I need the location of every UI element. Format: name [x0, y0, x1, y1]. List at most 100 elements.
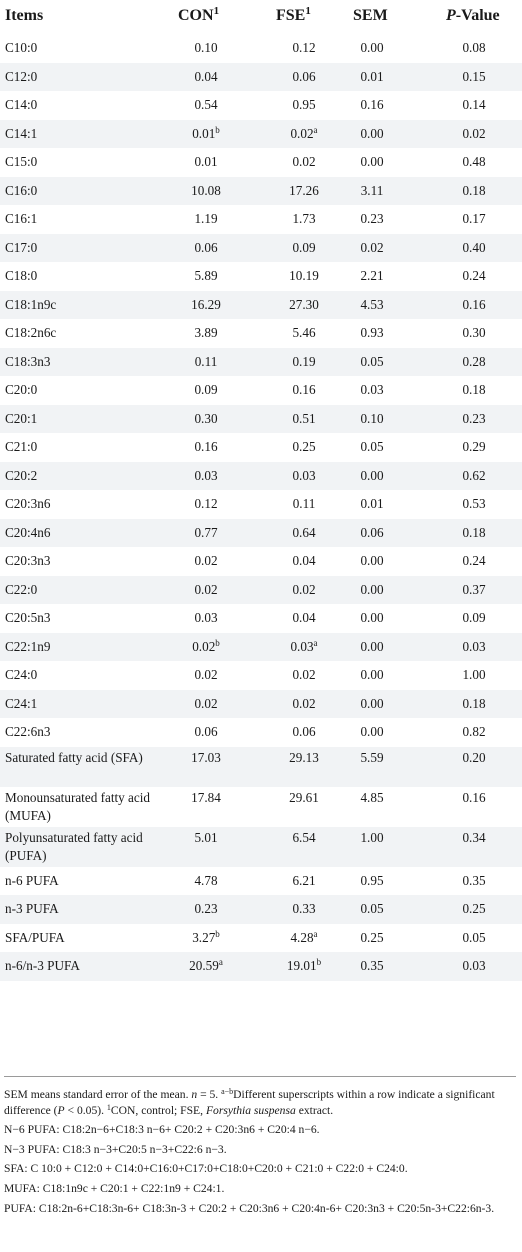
row-fse-value: 0.02a [276, 120, 332, 149]
fn1-sup1: a−b [221, 1087, 234, 1096]
row-sem-value: 0.05 [360, 353, 384, 369]
table-row: Monounsaturated fatty acid (MUFA) 17.84 29… [0, 786, 522, 829]
table-row: C12:0 0.04 0.06 0.01 0.15 [0, 62, 522, 91]
fse-value-text: 0.02 [292, 154, 316, 169]
row-con-value: 10.08 [178, 177, 234, 206]
row-item-name: Polyunsaturated fatty acid (PUFA) [5, 829, 143, 863]
fse-value-superscript: b [316, 957, 322, 967]
row-sem-value: 1.00 [360, 829, 384, 845]
row-fse-value: 1.73 [276, 205, 332, 234]
con-value-text: 0.02 [194, 695, 218, 711]
table-row: C22:0 0.02 0.02 0.00 0.37 [0, 575, 522, 604]
row-fse-value: 0.09 [276, 234, 332, 263]
row-sem-value: 0.93 [360, 325, 384, 340]
fse-header-label: FSE [276, 7, 306, 24]
row-pvalue: 0.23 [462, 410, 486, 426]
row-con-value: 0.01 [178, 148, 234, 177]
footnote-main: SEM means standard error of the mean. n … [4, 1087, 516, 1118]
row-fse-value: 0.33 [276, 895, 332, 924]
row-item-name: n-6 PUFA [5, 872, 59, 888]
fn1-species: Forsythia suspensa [205, 1103, 296, 1117]
row-sem-value: 0.00 [360, 667, 384, 682]
row-sem-value: 3.11 [360, 182, 384, 198]
fse-value-text: 0.02 [292, 667, 316, 682]
table-row: n-6 PUFA 4.78 6.21 0.95 0.35 [0, 866, 522, 895]
con-value-text: 0.54 [194, 97, 218, 112]
table-row: C20:1 0.30 0.51 0.10 0.23 [0, 404, 522, 434]
row-con-value: 0.54 [178, 91, 234, 120]
fse-header-sup: 1 [305, 5, 311, 17]
row-pvalue: 0.37 [462, 581, 486, 597]
con-value-text: 0.16 [194, 439, 218, 454]
row-sem-value: 0.00 [360, 154, 384, 169]
row-pvalue: 0.48 [462, 154, 486, 169]
row-pvalue: 1.00 [462, 667, 486, 682]
fse-value-text: 0.11 [292, 496, 316, 511]
con-value-text: 0.03 [194, 610, 218, 625]
row-sem-value: 0.00 [360, 724, 384, 739]
row-sem-value: 0.00 [360, 553, 384, 568]
row-fse-value: 6.54 [276, 827, 332, 869]
row-con-value: 0.77 [178, 519, 234, 548]
row-sem-value: 0.00 [360, 581, 384, 597]
row-pvalue: 0.16 [462, 789, 486, 805]
row-item-name: C18:1n9c [5, 296, 57, 312]
row-fse-value: 0.02 [276, 690, 332, 719]
fse-value-text: 0.33 [292, 901, 316, 916]
con-header-label: CON [178, 7, 214, 24]
table-row: Polyunsaturated fatty acid (PUFA) 5.01 6.5… [0, 826, 522, 869]
row-sem-value: 0.01 [360, 496, 384, 511]
table-row: C18:2n6c 3.89 5.46 0.93 0.30 [0, 319, 522, 348]
row-item-name: C24:0 [5, 667, 38, 682]
table-row: C20:2 0.03 0.03 0.00 0.62 [0, 461, 522, 490]
row-sem-value: 0.95 [360, 872, 384, 888]
table-row: C18:1n9c 16.29 27.30 4.53 0.16 [0, 290, 522, 320]
row-pvalue: 0.29 [462, 439, 486, 454]
row-fse-value: 17.26 [276, 177, 332, 206]
fn1-b: = 5. [197, 1088, 222, 1101]
table-header: Items CON1 FSE1 SEM P-Value [0, 0, 522, 35]
row-pvalue: 0.14 [462, 97, 486, 112]
row-sem-value: 0.03 [360, 382, 384, 397]
row-fse-value: 29.13 [276, 747, 332, 789]
row-con-value: 0.02 [178, 547, 234, 576]
row-pvalue: 0.28 [462, 353, 486, 369]
row-fse-value: 29.61 [276, 787, 332, 829]
table-row: C14:1 0.01b 0.02a 0.00 0.02 [0, 119, 522, 149]
row-fse-value: 0.51 [276, 405, 332, 434]
fn1-sup2: 1 [106, 1102, 111, 1112]
fse-value-text: 10.19 [289, 268, 319, 283]
row-sem-value: 0.00 [360, 125, 384, 141]
con-value-text: 5.89 [194, 268, 218, 283]
con-value-text: 0.06 [194, 239, 218, 255]
fse-value-text: 0.19 [292, 353, 316, 369]
row-con-value: 16.29 [178, 291, 234, 320]
row-fse-value: 0.16 [276, 376, 332, 405]
row-sem-value: 0.02 [360, 239, 384, 255]
con-value-text: 0.02 [194, 581, 218, 597]
con-value-text: 20.59 [189, 958, 219, 973]
row-con-value: 20.59a [178, 952, 234, 981]
fse-value-text: 0.16 [292, 382, 316, 397]
con-value-text: 3.27 [192, 929, 216, 945]
footnote-sfa: SFA: C 10:0 + C12:0 + C14:0+C16:0+C17:0+… [4, 1162, 408, 1176]
row-fse-value: 4.28a [276, 924, 332, 953]
row-item-name: C16:1 [5, 211, 38, 226]
fse-value-superscript: a [313, 928, 318, 939]
row-sem-value: 0.35 [360, 958, 384, 973]
row-item-name: C20:3n6 [5, 496, 51, 511]
row-pvalue: 0.24 [462, 268, 486, 283]
con-value-superscript: a [218, 957, 223, 967]
fse-value-superscript: a [313, 124, 318, 135]
row-sem-value: 0.00 [360, 695, 384, 711]
row-fse-value: 0.02 [276, 148, 332, 177]
fn1-e: CON, control; FSE, [110, 1103, 206, 1117]
row-con-value: 1.19 [178, 205, 234, 234]
fse-value-text: 29.61 [289, 789, 319, 805]
con-header-sup: 1 [213, 5, 220, 17]
table-row: C24:0 0.02 0.02 0.00 1.00 [0, 661, 522, 690]
row-fse-value: 0.19 [276, 348, 332, 377]
con-header: CON1 [178, 6, 219, 26]
row-con-value: 5.01 [178, 827, 234, 869]
table-row: C21:0 0.16 0.25 0.05 0.29 [0, 433, 522, 462]
